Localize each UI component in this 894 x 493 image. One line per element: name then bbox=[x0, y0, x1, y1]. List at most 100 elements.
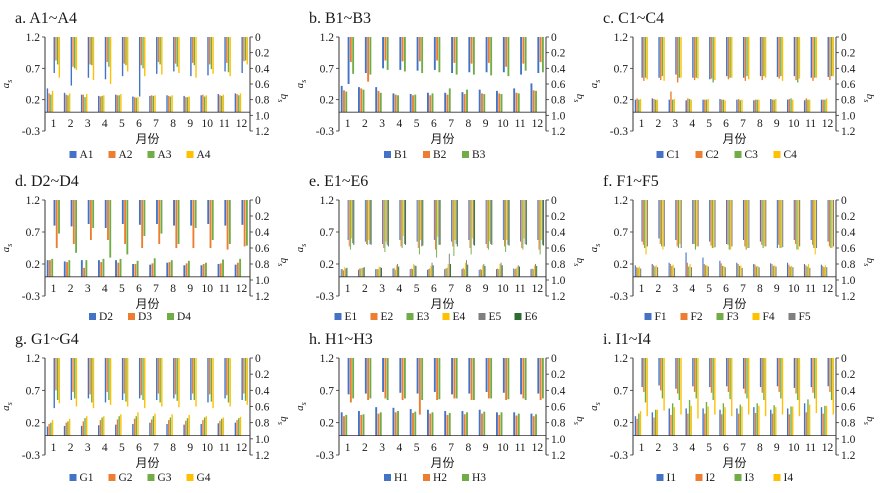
right-tick-label: 1.0 bbox=[841, 110, 856, 122]
legend-swatch bbox=[773, 474, 781, 481]
bar-bs-c3 bbox=[780, 37, 782, 77]
bar-as-f4 bbox=[672, 264, 674, 277]
bar-bs-e6 bbox=[370, 200, 372, 245]
bar-bs-f4 bbox=[679, 200, 681, 244]
bar-bs-i3 bbox=[746, 358, 748, 399]
x-tick-label: 10 bbox=[202, 283, 214, 295]
bar-as-e3 bbox=[412, 269, 413, 277]
x-tick-label: 6 bbox=[136, 118, 142, 130]
bar-bs-e6 bbox=[422, 200, 424, 246]
right-tick-label: 0.4 bbox=[551, 63, 566, 75]
bar-layer bbox=[46, 358, 248, 436]
left-tick-label: 1.2 bbox=[320, 353, 335, 365]
x-tick-label: 10 bbox=[202, 442, 214, 454]
bar-as-c1 bbox=[719, 99, 721, 113]
bar-bs-f1 bbox=[793, 200, 795, 240]
legend-label: G3 bbox=[158, 472, 172, 484]
bar-bs-c4 bbox=[714, 37, 716, 81]
bar-bs-b2 bbox=[349, 37, 352, 63]
bar-bs-e5 bbox=[507, 200, 509, 245]
bar-bs-i2 bbox=[795, 358, 797, 394]
bar-bs-d3 bbox=[107, 200, 109, 240]
legend-swatch bbox=[147, 474, 155, 481]
x-tick-label: 10 bbox=[788, 442, 800, 454]
bar-as-i4 bbox=[808, 404, 811, 436]
x-tick-label: 9 bbox=[483, 118, 489, 130]
bar-as-d3 bbox=[219, 263, 222, 277]
bar-bs-b1 bbox=[399, 37, 402, 70]
bar-bs-i2 bbox=[710, 358, 713, 393]
bar-bs-a1 bbox=[190, 37, 192, 77]
bar-as-i2 bbox=[704, 413, 706, 436]
bar-bs-g1 bbox=[156, 358, 158, 401]
left-tick-label: 0.2 bbox=[26, 95, 41, 107]
bar-as-e1 bbox=[496, 269, 497, 277]
bar-bs-f2 bbox=[761, 200, 763, 245]
bar-bs-d3 bbox=[72, 200, 75, 244]
bar-bs-a2 bbox=[55, 37, 57, 61]
bar-as-d2 bbox=[183, 265, 186, 277]
x-tick-label: 3 bbox=[85, 442, 91, 454]
bar-as-f4 bbox=[791, 265, 793, 277]
bar-bs-b3 bbox=[524, 37, 527, 71]
right-axis-label: bs bbox=[276, 258, 290, 267]
legend-label: E1 bbox=[345, 311, 358, 323]
bar-layer bbox=[340, 358, 544, 436]
bar-bs-h3 bbox=[524, 358, 527, 401]
bar-as-h1 bbox=[427, 409, 429, 436]
x-tick-label: 9 bbox=[774, 283, 780, 295]
bar-bs-i4 bbox=[764, 358, 767, 417]
legend-swatch bbox=[734, 474, 742, 481]
left-tick-label: -0.3 bbox=[610, 126, 628, 138]
bar-as-c4 bbox=[758, 99, 760, 113]
bar-as-c1 bbox=[736, 99, 738, 113]
bar-bs-f1 bbox=[709, 200, 711, 242]
bar-bs-b3 bbox=[403, 37, 406, 72]
bar-as-c2 bbox=[653, 99, 655, 113]
legend-swatch bbox=[462, 151, 469, 158]
bar-bs-i1 bbox=[776, 358, 779, 387]
bar-bs-a3 bbox=[193, 37, 195, 66]
x-tick-label: 10 bbox=[497, 442, 509, 454]
x-tick-label: 12 bbox=[822, 283, 834, 295]
x-tick-label: 8 bbox=[757, 118, 763, 130]
bar-as-c4 bbox=[808, 99, 811, 113]
bar-as-a4 bbox=[51, 90, 54, 113]
bar-bs-g3 bbox=[108, 358, 110, 401]
bar-bs-e3 bbox=[522, 200, 524, 250]
x-axis-label: 月份 bbox=[430, 297, 454, 311]
bar-bs-e3 bbox=[539, 200, 541, 255]
bar-as-g1 bbox=[46, 426, 49, 436]
bar-as-g1 bbox=[98, 425, 100, 436]
bar-bs-c1 bbox=[810, 37, 813, 78]
bar-as-d2 bbox=[63, 261, 66, 277]
bar-as-g3 bbox=[169, 417, 172, 436]
bar-bs-i1 bbox=[793, 358, 796, 388]
bar-bs-h3 bbox=[386, 358, 389, 401]
bar-bs-c3 bbox=[678, 37, 681, 78]
x-tick-label: 5 bbox=[414, 283, 420, 295]
bar-bs-b2 bbox=[401, 37, 404, 62]
right-tick-label: 0.4 bbox=[841, 385, 856, 397]
bar-bs-i1 bbox=[641, 358, 643, 388]
right-axis-label: bs bbox=[862, 416, 876, 425]
x-tick-label: 3 bbox=[379, 442, 385, 454]
left-tick-label: -0.3 bbox=[610, 291, 628, 303]
bar-as-e5 bbox=[414, 265, 416, 277]
bar-bs-f5 bbox=[680, 200, 682, 248]
legend-item-a1: A1 bbox=[69, 149, 94, 161]
bar-bs-a2 bbox=[191, 37, 194, 63]
bar-as-i4 bbox=[639, 411, 642, 436]
bar-bs-d4 bbox=[92, 200, 95, 228]
x-tick-label: 3 bbox=[379, 283, 385, 295]
bar-bs-e5 bbox=[524, 200, 526, 244]
bar-bs-b1 bbox=[382, 37, 385, 69]
bar-as-b1 bbox=[427, 92, 429, 113]
bar-bs-h2 bbox=[418, 358, 421, 415]
bar-bs-h1 bbox=[468, 358, 471, 394]
legend-item-f1: F1 bbox=[644, 311, 667, 323]
bar-bs-c1 bbox=[658, 37, 660, 78]
bar-as-e2 bbox=[479, 269, 481, 277]
right-tick-label: 0.4 bbox=[255, 385, 270, 397]
